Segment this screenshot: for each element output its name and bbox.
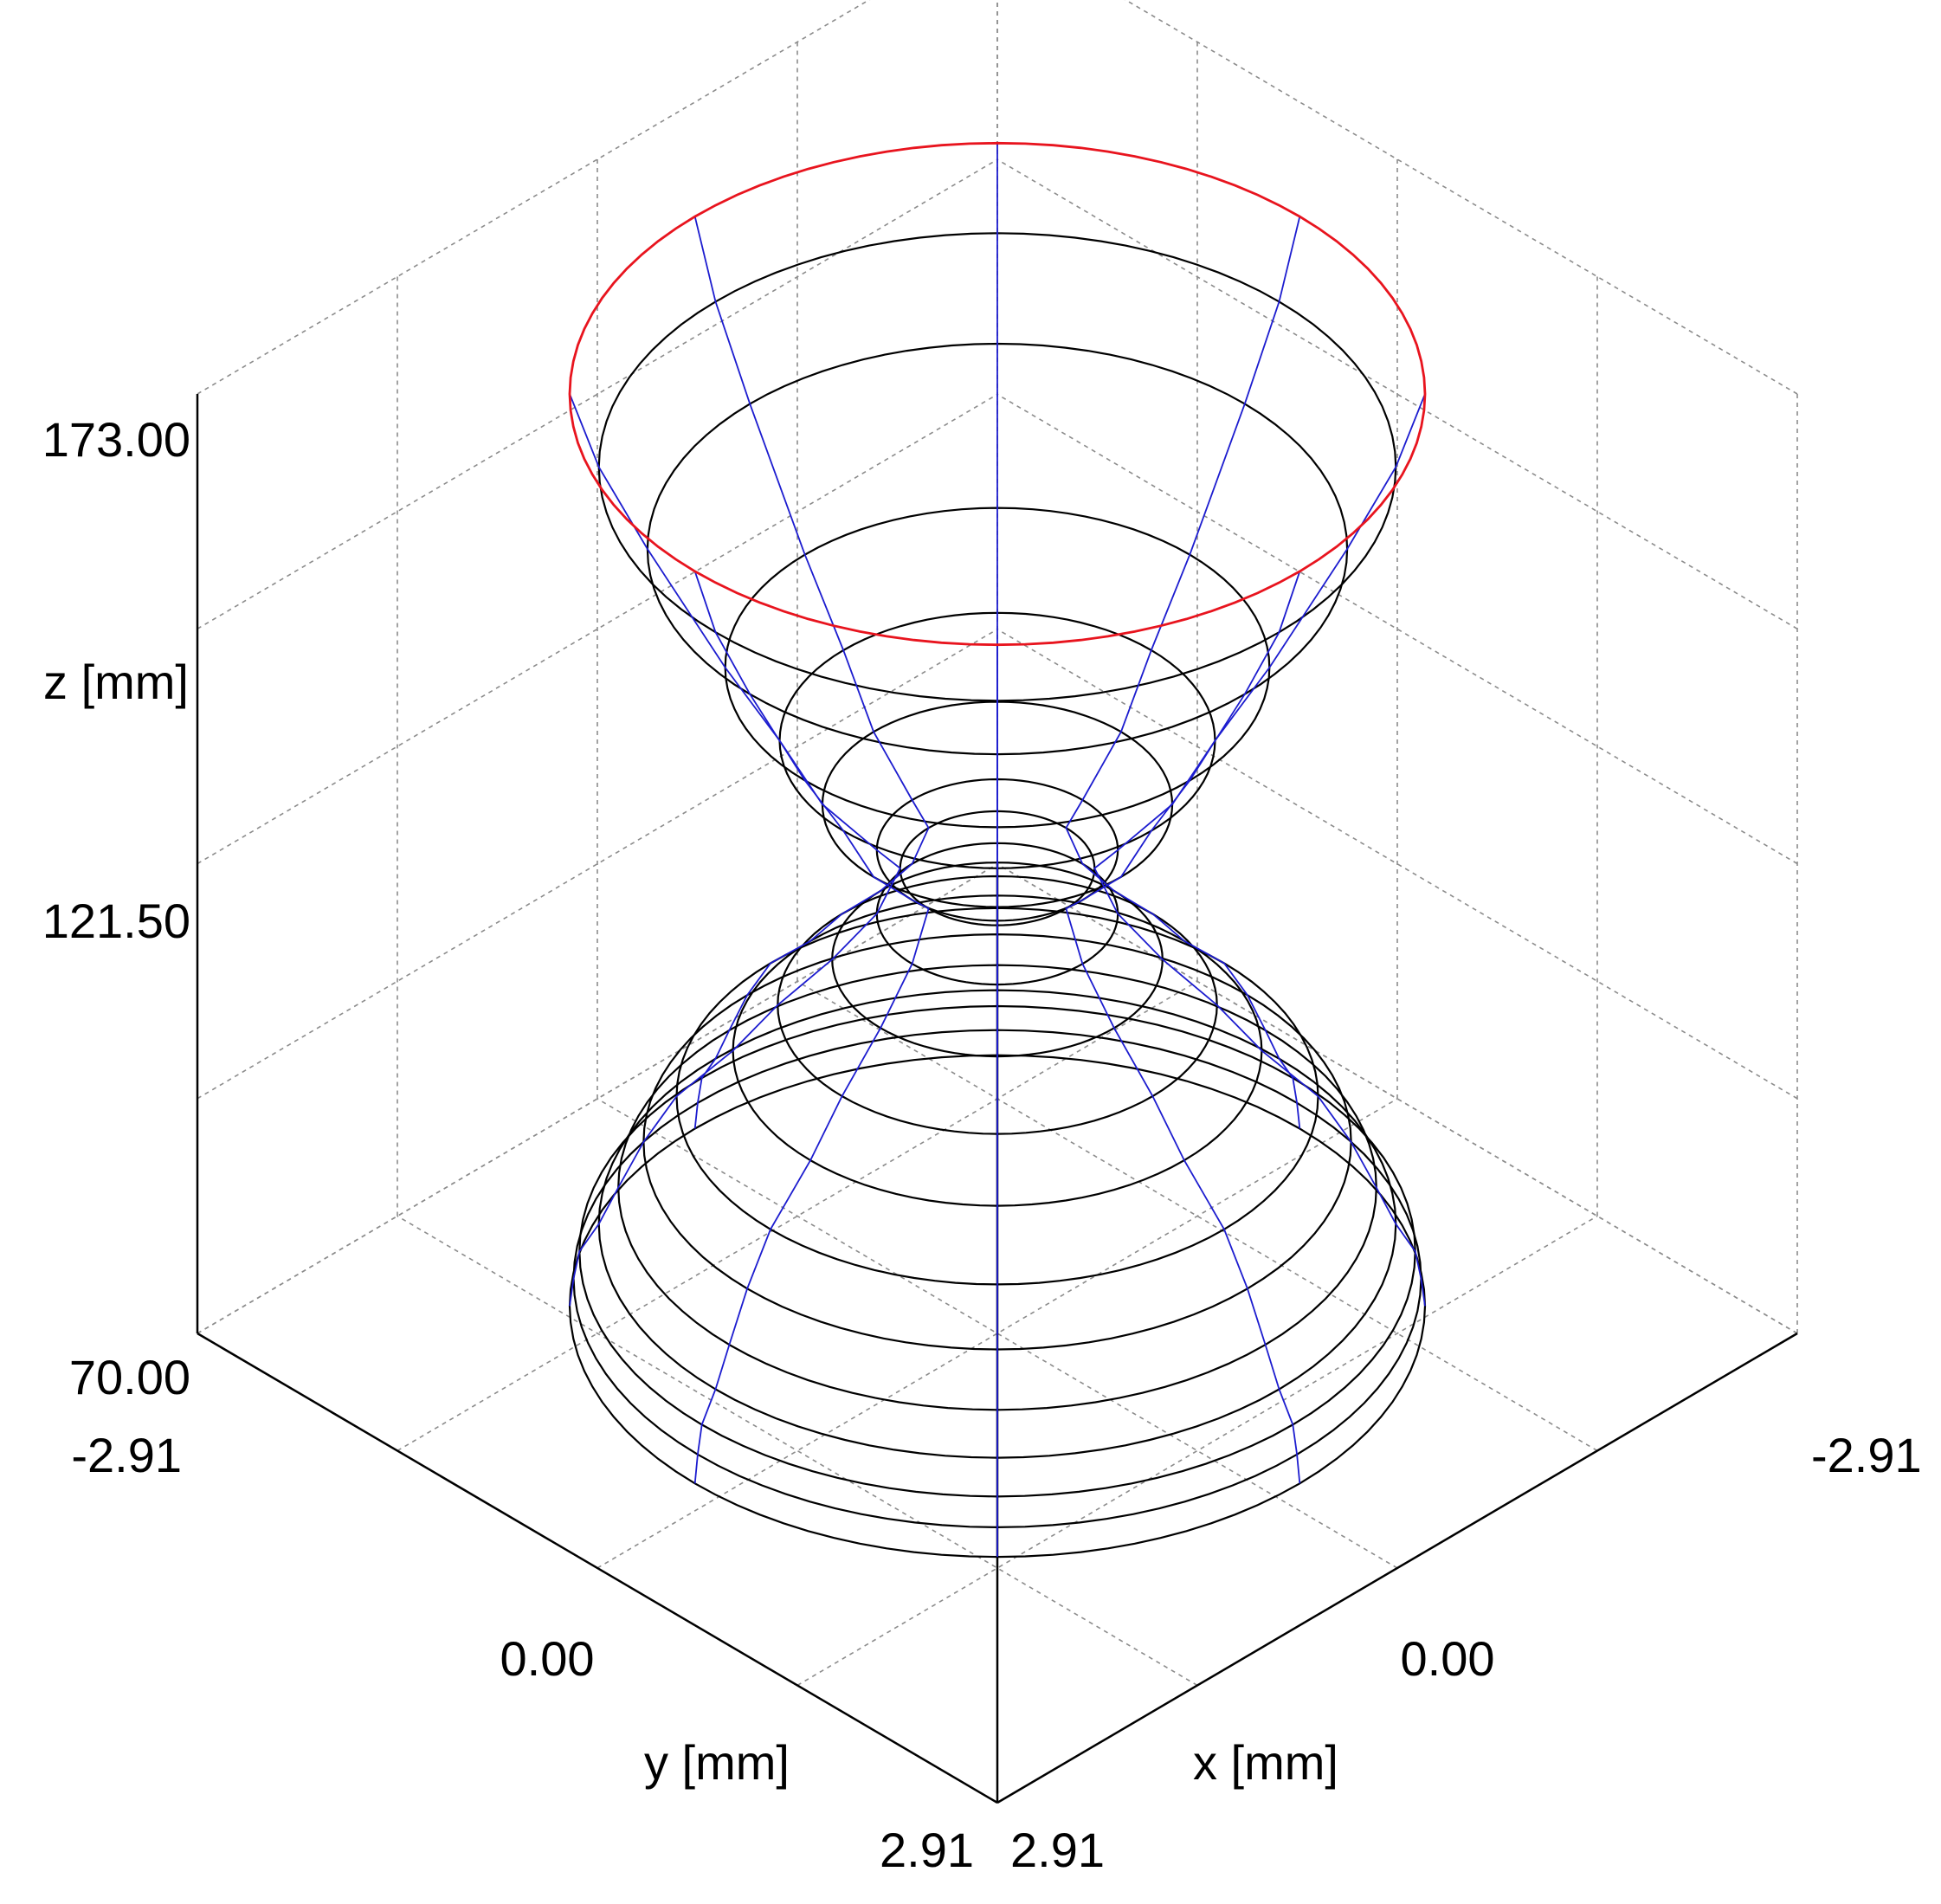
x-tick-label: -2.91 xyxy=(1811,1428,1922,1482)
x-axis-label: x [mm] xyxy=(1193,1735,1338,1790)
wall-grid-line xyxy=(197,158,998,629)
floor-grid-line xyxy=(397,1215,1198,1687)
wall-grid-line xyxy=(996,393,1798,865)
x-tick-label: 0.00 xyxy=(1401,1631,1495,1686)
floor-grid-line xyxy=(796,1215,1598,1687)
floor-grid-line xyxy=(197,863,998,1334)
surface-meridian xyxy=(693,571,930,1484)
x-tick-label: 2.91 xyxy=(1010,1823,1105,1877)
wall-grid-line xyxy=(197,393,998,865)
y-axis-line xyxy=(197,1332,998,1804)
y-axis-label: y [mm] xyxy=(644,1735,790,1790)
floor-grid-line xyxy=(397,980,1198,1452)
y-tick-label: 2.91 xyxy=(880,1823,974,1877)
surface-meridian xyxy=(569,393,901,1307)
floor-grid-line xyxy=(596,1098,1398,1569)
wall-grid-line xyxy=(996,158,1798,629)
y-tick-label: -2.91 xyxy=(71,1428,182,1482)
wall-grid-line xyxy=(197,0,871,395)
surface-meridian xyxy=(1093,393,1426,1307)
wall-grid-line xyxy=(1124,0,1798,395)
floor-grid-line xyxy=(796,980,1598,1452)
surface-meridian xyxy=(1065,216,1301,1129)
z-tick-label: 173.00 xyxy=(42,412,190,467)
z-axis-label: z [mm] xyxy=(43,655,189,709)
surface-meridian xyxy=(693,216,930,1129)
x-axis-line xyxy=(996,1332,1798,1804)
y-tick-label: 0.00 xyxy=(500,1631,595,1686)
surface-meridian xyxy=(1065,571,1301,1484)
z-tick-label: 121.50 xyxy=(42,894,190,948)
floor-grid-line xyxy=(596,1098,1398,1569)
surface-wireframe xyxy=(568,141,1427,1559)
floor-grid-line xyxy=(996,863,1798,1334)
z-tick-label: 70.00 xyxy=(69,1350,190,1404)
top-ring xyxy=(568,141,1427,647)
